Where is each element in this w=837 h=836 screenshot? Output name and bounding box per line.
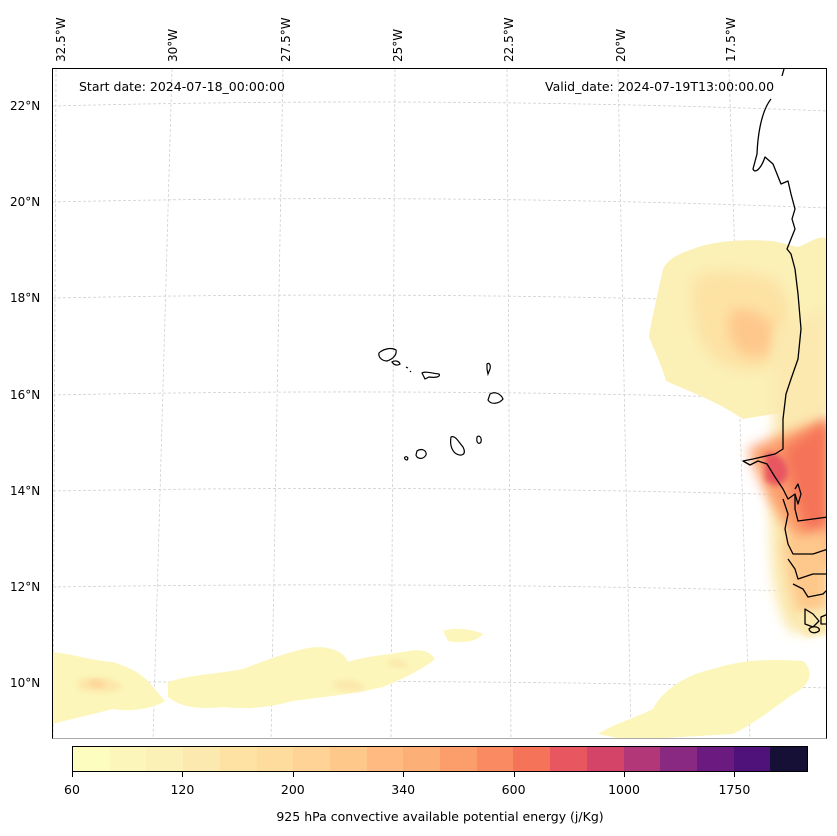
gridline-lat-20	[53, 198, 826, 209]
colorbar-tick-label: 60	[64, 782, 80, 797]
colorbar-bin	[550, 747, 587, 771]
gridline-lat-10	[53, 680, 826, 689]
colorbar-bin	[733, 747, 771, 771]
latitude-label: 18°N	[10, 291, 41, 305]
cape-verde-islands	[378, 347, 504, 461]
colorbar-tick-label: 1000	[608, 782, 640, 797]
island-maio	[476, 435, 482, 444]
colorbar-bin	[109, 747, 147, 771]
colorbar-bin	[513, 747, 551, 771]
colorbar-bin	[403, 747, 441, 771]
colorbar-tick	[72, 772, 73, 777]
latitude-label: 22°N	[10, 99, 41, 113]
latitude-label: 10°N	[10, 676, 41, 690]
colorbar-tick-label: 340	[391, 782, 416, 797]
latitude-label: 12°N	[10, 580, 41, 594]
colorbar-tick	[624, 772, 625, 777]
gridline-lat-18	[53, 294, 826, 305]
colorbar-tick-label: 1750	[718, 782, 751, 797]
island-santiago	[450, 436, 465, 456]
colorbar-tick	[734, 772, 736, 777]
cape-field-west-africa	[649, 237, 826, 637]
colorbar-bin	[770, 747, 808, 771]
gridline-lat-14	[53, 488, 826, 497]
colorbar-bin	[73, 747, 110, 771]
longitude-label: 30°W	[166, 28, 180, 62]
map-canvas	[53, 69, 826, 738]
colorbar-bin	[696, 747, 734, 771]
gridline-lon-32.5	[53, 69, 57, 738]
colorbar-bin	[183, 747, 220, 771]
gridlines	[53, 69, 826, 738]
gridline-lon-27.5	[270, 69, 284, 738]
longitude-label: 20°W	[614, 28, 628, 62]
colorbar-tick	[292, 772, 294, 777]
colorbar-tick-label: 120	[170, 782, 195, 797]
colorbar-bin	[440, 747, 477, 771]
colorbar-bin	[256, 747, 294, 771]
start-date-annotation: Start date: 2024-07-18_00:00:00	[79, 79, 285, 94]
gridline-lon-30	[152, 69, 173, 738]
longitude-label: 27.5°W	[279, 17, 293, 62]
island-branco	[409, 370, 412, 373]
gridline-lon-25	[390, 69, 396, 738]
island-brava	[404, 456, 409, 461]
colorbar	[72, 746, 808, 772]
gridline-lon-20	[617, 69, 632, 738]
island-fogo	[415, 449, 427, 459]
colorbar-tick	[182, 772, 184, 777]
longitude-label: 25°W	[391, 28, 405, 62]
island-santa-luzia	[405, 366, 409, 369]
island-sao-nicolau	[421, 371, 440, 380]
island-sao-vicente	[391, 360, 401, 366]
coastline	[742, 69, 826, 634]
cape-field-southern-bands	[53, 628, 810, 738]
island-boa-vista	[487, 392, 504, 404]
colorbar-tick	[403, 772, 405, 777]
map-panel	[52, 68, 827, 739]
colorbar-bin	[476, 747, 514, 771]
colorbar-tick-label: 200	[280, 782, 305, 797]
latitude-label: 20°N	[10, 195, 41, 209]
colorbar-tick-label: 600	[501, 782, 526, 797]
colorbar-bin	[623, 747, 661, 771]
colorbar-bin	[586, 747, 624, 771]
colorbar-bin	[366, 747, 404, 771]
colorbar-tick	[513, 772, 515, 777]
latitude-label: 14°N	[10, 484, 41, 498]
colorbar-bin	[660, 747, 697, 771]
colorbar-bin	[219, 747, 257, 771]
longitude-label: 17.5°W	[724, 17, 738, 62]
colorbar-bin	[329, 747, 367, 771]
colorbar-title: 925 hPa convective available potential e…	[276, 809, 604, 824]
colorbar-bin	[293, 747, 330, 771]
island-santo-antao	[378, 347, 397, 362]
latitude-label: 16°N	[10, 388, 41, 402]
gridline-lat-12	[53, 584, 826, 593]
island-sal	[486, 362, 491, 377]
valid-date-annotation: Valid_date: 2024-07-19T13:00:00.00	[545, 79, 775, 94]
longitude-label: 32.5°W	[54, 17, 68, 62]
colorbar-bin	[146, 747, 184, 771]
gridline-lat-22	[53, 101, 826, 112]
longitude-label: 22.5°W	[502, 17, 516, 62]
gridline-lon-22.5	[506, 69, 512, 738]
gridline-lat-16	[53, 391, 826, 401]
